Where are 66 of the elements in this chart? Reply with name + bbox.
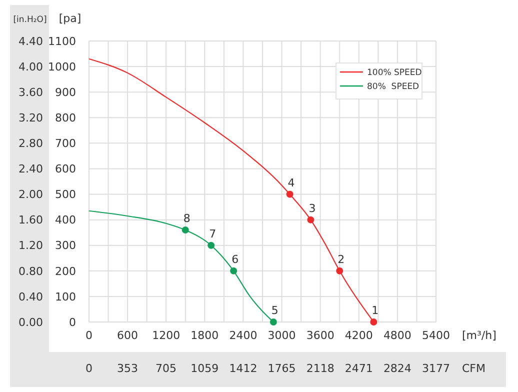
y2-tick-label: 2.40 xyxy=(18,162,43,176)
annotation: 8 xyxy=(183,212,190,226)
x-tick-label: 1200 xyxy=(152,329,180,342)
x2-tick-label: 2118 xyxy=(306,362,334,375)
y2-tick-label: 2.00 xyxy=(18,188,43,202)
y-tick-label: 100 xyxy=(55,290,76,304)
x2-tick-label: 1412 xyxy=(229,362,258,375)
x-axis-title: [m³/h] xyxy=(462,329,496,342)
y-tick-label: 300 xyxy=(55,239,76,252)
y-tick-label: 900 xyxy=(55,86,76,99)
point xyxy=(286,190,294,198)
annotation: 4 xyxy=(288,176,295,190)
x-tick-label: 3600 xyxy=(306,329,334,342)
y-tick-label: 700 xyxy=(55,137,76,150)
point xyxy=(230,267,238,274)
point xyxy=(336,267,344,274)
y-tick-label: 200 xyxy=(55,264,76,278)
x-tick-label: 600 xyxy=(117,329,138,342)
y-tick-label: 800 xyxy=(55,111,76,124)
x2-tick-label: 3177 xyxy=(422,362,450,375)
annotation: 5 xyxy=(271,304,278,317)
x-tick-label: 1800 xyxy=(190,329,219,342)
y2-tick-label: 0.40 xyxy=(18,290,43,304)
y-tick-label: 0 xyxy=(69,316,76,329)
y2-tick-label: 1.20 xyxy=(18,239,43,252)
y2-axis-title: [in.H₂O] xyxy=(13,15,47,25)
annotation: 7 xyxy=(209,227,216,240)
y-axis-title: [pa] xyxy=(58,12,82,25)
x2-tick-label: 1059 xyxy=(190,362,219,375)
annotation: 1 xyxy=(372,304,379,317)
x-tick-label: 3000 xyxy=(268,329,296,342)
x2-tick-label: 2824 xyxy=(383,362,412,375)
legend-label: 100% SPEED xyxy=(367,68,422,78)
point xyxy=(182,226,189,234)
y-tick-label: 600 xyxy=(55,162,76,176)
legend-label: 80% SPEED xyxy=(367,82,420,92)
x2-axis-title: CFM xyxy=(462,362,486,375)
annotation: 6 xyxy=(232,252,239,266)
x2-tick-label: 353 xyxy=(117,362,138,375)
y-tick-label: 1100 xyxy=(48,34,76,48)
y2-tick-label: 2.80 xyxy=(18,137,43,150)
point xyxy=(208,242,215,249)
point xyxy=(370,318,378,326)
y2-tick-label: 4.40 xyxy=(18,34,43,48)
x-tick-label: 4800 xyxy=(383,329,412,342)
y2-tick-label: 0.00 xyxy=(18,316,43,329)
annotation: 2 xyxy=(338,252,345,266)
x2-tick-label: 1765 xyxy=(268,362,296,375)
x-tick-label: 5400 xyxy=(422,329,450,342)
annotation: 3 xyxy=(308,202,316,215)
x2-tick-label: 705 xyxy=(156,362,176,375)
y2-tick-label: 1.60 xyxy=(18,214,43,227)
y-tick-label: 400 xyxy=(55,214,76,227)
y-tick-label: 500 xyxy=(55,188,76,202)
x2-tick-label: 2471 xyxy=(344,362,373,375)
y2-tick-label: 0.80 xyxy=(18,264,43,278)
x-tick-label: 2400 xyxy=(229,329,258,342)
point xyxy=(307,216,314,224)
y2-tick-label: 4.00 xyxy=(18,60,43,74)
x-tick-label: 4200 xyxy=(344,329,373,342)
y2-tick-label: 3.60 xyxy=(18,86,43,99)
y-tick-label: 1000 xyxy=(48,60,76,74)
y2-tick-label: 3.20 xyxy=(18,111,43,124)
x-tick-label: 0 xyxy=(86,329,92,342)
x2-tick-label: 0 xyxy=(86,362,92,375)
point xyxy=(270,318,277,326)
